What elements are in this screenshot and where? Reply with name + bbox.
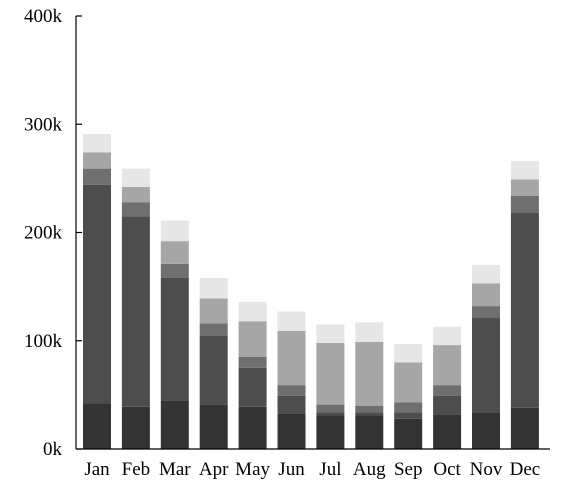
bar-segment-may-3 [238,356,267,368]
bar-segment-jul-3 [316,404,345,413]
bar-segment-aug-5 [355,322,384,342]
bar-segment-jun-5 [277,311,306,331]
bar-segment-dec-3 [510,195,539,214]
bar-segment-aug-4 [355,341,384,406]
bar-segment-feb-5 [121,168,150,188]
bar-stack-dec [510,161,539,449]
bar-segment-jun-4 [277,331,306,386]
y-tick-label: 100k [24,331,63,352]
bar-segment-sep-5 [394,344,423,363]
bar-stack-oct [433,326,462,449]
bar-segment-nov-4 [472,283,500,307]
bar-segment-feb-3 [121,202,150,217]
bar-segment-oct-5 [433,326,462,346]
bar-segment-mar-1 [160,400,189,449]
y-tick-label: 300k [24,114,63,135]
bar-segment-sep-4 [394,362,423,403]
y-tick-label: 0k [43,439,63,460]
bar-segment-aug-3 [355,405,384,413]
bar-segment-may-5 [238,301,267,322]
bar-stack-sep [394,344,423,449]
bar-stack-aug [355,322,384,449]
axis-layer: 0k 100k 200k 300k 400k Jan Feb Mar Apr May Jun Jul A… [24,6,550,480]
bar-segment-feb-1 [121,406,150,449]
bar-segment-dec-2 [510,213,539,408]
bar-segment-nov-2 [472,318,500,413]
bar-segment-may-4 [238,321,267,357]
bar-segment-jul-2 [316,412,345,416]
bar-segment-apr-4 [199,298,228,324]
bar-stack-mar [160,220,189,449]
x-tick-label: Sep [394,459,423,480]
bar-segment-oct-3 [433,385,462,396]
bar-segment-nov-5 [472,264,500,284]
bar-segment-may-1 [238,406,267,449]
bar-segment-oct-1 [433,414,462,449]
bar-segment-dec-5 [510,161,539,180]
bar-segment-jul-5 [316,324,345,343]
bar-segment-jul-4 [316,342,345,405]
bar-stack-feb [121,168,150,449]
bar-segment-sep-2 [394,412,423,419]
x-tick-label: Jan [84,459,110,480]
bar-segment-aug-1 [355,415,384,449]
bar-stack-jun [277,311,306,449]
bar-segment-sep-3 [394,402,423,413]
bar-segment-jan-2 [83,184,111,404]
bar-segment-dec-1 [510,407,539,449]
bar-stack-jul [316,324,345,449]
x-tick-label: Oct [433,459,461,480]
bar-segment-apr-2 [199,335,228,405]
bar-segment-oct-2 [433,395,462,415]
bar-segment-jul-1 [316,415,345,449]
bar-segment-feb-2 [121,216,150,407]
bar-segment-aug-2 [355,412,384,416]
bar-segment-feb-4 [121,187,150,203]
bar-segment-apr-1 [199,404,228,449]
bar-segment-mar-4 [160,241,189,264]
bar-segment-jun-2 [277,395,306,414]
bar-segment-jan-3 [83,168,111,185]
bar-segment-mar-2 [160,277,189,401]
bar-segment-dec-4 [510,179,539,196]
bars-layer [83,133,539,449]
bar-segment-mar-5 [160,220,189,242]
bar-segment-nov-3 [472,306,500,319]
y-tick-label: 400k [24,6,63,27]
bar-segment-apr-3 [199,323,228,336]
x-tick-label: Jun [278,459,305,480]
y-tick-label: 200k [24,223,63,244]
x-tick-label: Aug [353,459,386,480]
bar-segment-jun-1 [277,413,306,449]
bar-segment-jan-1 [83,403,111,449]
bar-stack-nov [472,264,500,449]
bar-segment-sep-1 [394,418,423,449]
bar-segment-mar-3 [160,263,189,278]
bar-stack-apr [199,277,228,449]
x-tick-label: Mar [159,459,191,480]
bar-segment-jan-4 [83,152,111,169]
x-tick-label: May [235,459,270,480]
bar-stack-may [238,301,267,449]
x-tick-label: Jul [319,459,341,480]
x-tick-label: Dec [510,459,541,480]
bar-segment-jun-3 [277,385,306,396]
bar-segment-apr-5 [199,277,228,299]
bar-segment-nov-1 [472,412,500,449]
bar-segment-jan-5 [83,133,111,153]
bar-segment-may-2 [238,367,267,407]
x-tick-label: Nov [470,459,503,480]
x-tick-label: Feb [122,459,151,480]
bar-stack-jan [83,133,111,449]
bar-segment-oct-4 [433,345,462,386]
x-tick-label: Apr [199,459,229,480]
